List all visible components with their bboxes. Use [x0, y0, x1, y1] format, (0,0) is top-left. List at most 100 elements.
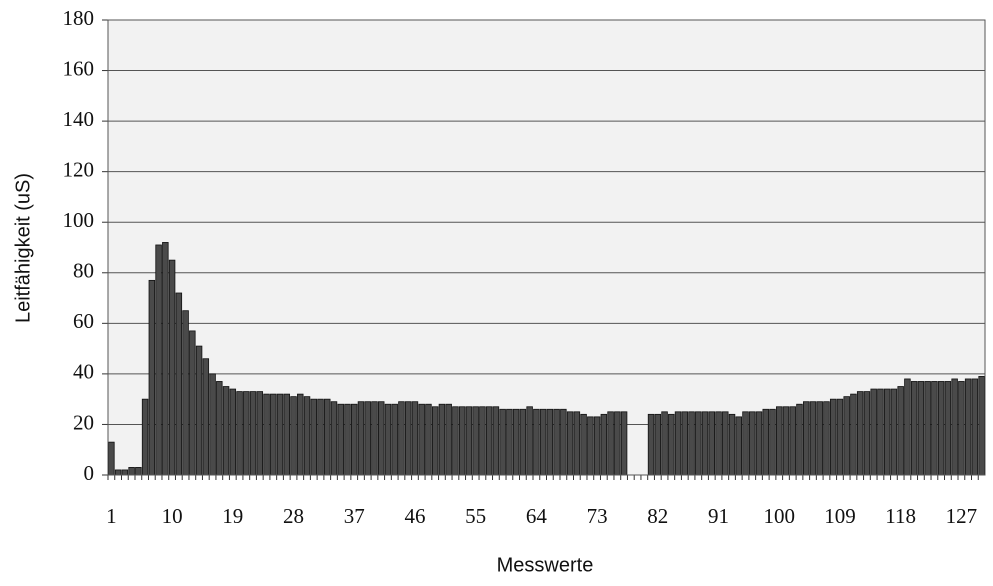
bar [465, 406, 473, 476]
bar [614, 411, 621, 476]
bar [802, 401, 810, 476]
bar [593, 416, 601, 476]
bar [701, 411, 709, 476]
plot-border [107, 19, 986, 476]
bar [897, 386, 904, 476]
bar [108, 441, 115, 476]
bar [357, 401, 365, 476]
bar [917, 381, 925, 476]
bar [209, 373, 216, 476]
bar [222, 386, 230, 476]
bar [175, 292, 183, 476]
y-tick-label: 100 [63, 208, 95, 232]
x-axis-title: Messwerte [497, 554, 594, 576]
bar [506, 408, 513, 476]
bar [425, 403, 432, 476]
bar [155, 244, 162, 476]
bar [668, 413, 675, 476]
bar [276, 393, 284, 476]
y-tick-label: 60 [73, 309, 94, 333]
bar [398, 401, 405, 476]
bar [270, 393, 277, 476]
bar [850, 393, 857, 476]
x-tick-label: 64 [526, 504, 548, 528]
bar [823, 401, 830, 476]
x-tick-label: 127 [946, 504, 978, 528]
y-axis-title: Leitfähigkeit (uS) [12, 173, 34, 323]
bar [708, 411, 716, 476]
bar [121, 469, 129, 476]
bar [904, 378, 911, 476]
bar [485, 406, 493, 476]
bar [587, 416, 594, 476]
x-tick-label: 1 [106, 504, 117, 528]
bar [391, 403, 398, 476]
x-tick-label: 118 [885, 504, 916, 528]
bar [695, 411, 702, 476]
bar [290, 396, 297, 476]
bar [431, 406, 439, 476]
x-tick-label: 55 [465, 504, 486, 528]
bar [755, 411, 763, 476]
bar [809, 401, 817, 476]
bar [533, 408, 540, 476]
bar [303, 396, 311, 476]
bar [796, 403, 803, 476]
bar [573, 411, 581, 476]
bar [229, 388, 237, 476]
bar [452, 406, 459, 476]
bar [330, 401, 338, 476]
bar [856, 391, 864, 476]
bar [499, 408, 506, 476]
y-tick-label: 80 [73, 259, 94, 283]
bar [776, 406, 783, 476]
bar [843, 396, 850, 476]
bar [681, 411, 689, 476]
bar [924, 381, 931, 476]
bar [715, 411, 722, 476]
bar [951, 378, 958, 476]
bar [944, 381, 952, 476]
bar [863, 391, 871, 476]
x-tick-label: 100 [763, 504, 795, 528]
bar [243, 391, 250, 476]
bar [883, 388, 891, 476]
bar [472, 406, 479, 476]
bar [148, 279, 156, 476]
bar [297, 393, 304, 476]
y-tick-label: 120 [63, 157, 95, 181]
bar [256, 391, 264, 476]
bar [647, 413, 655, 476]
bar [317, 398, 324, 476]
bar [404, 401, 412, 476]
x-tick-label: 82 [647, 504, 668, 528]
bar [964, 378, 972, 476]
bar [600, 413, 608, 476]
bar [971, 378, 979, 476]
bar [566, 411, 574, 476]
bar [418, 403, 425, 476]
bar [128, 467, 135, 476]
x-tick-label: 37 [344, 504, 365, 528]
bar [782, 406, 790, 476]
bar [829, 398, 837, 476]
bar [324, 398, 331, 476]
bar [836, 398, 844, 476]
bar [519, 408, 527, 476]
bar [445, 403, 452, 476]
y-tick-label: 20 [73, 410, 94, 434]
bar [877, 388, 884, 476]
bar [735, 416, 742, 476]
bar [870, 388, 877, 476]
bar [114, 469, 122, 476]
bar [762, 408, 769, 476]
y-tick-label: 160 [63, 56, 95, 80]
bar [283, 393, 291, 476]
bar [458, 406, 466, 476]
bar [492, 406, 500, 476]
bar [722, 411, 729, 476]
bar [742, 411, 749, 476]
bar [195, 345, 203, 476]
bar [553, 408, 560, 476]
bar [661, 411, 668, 476]
